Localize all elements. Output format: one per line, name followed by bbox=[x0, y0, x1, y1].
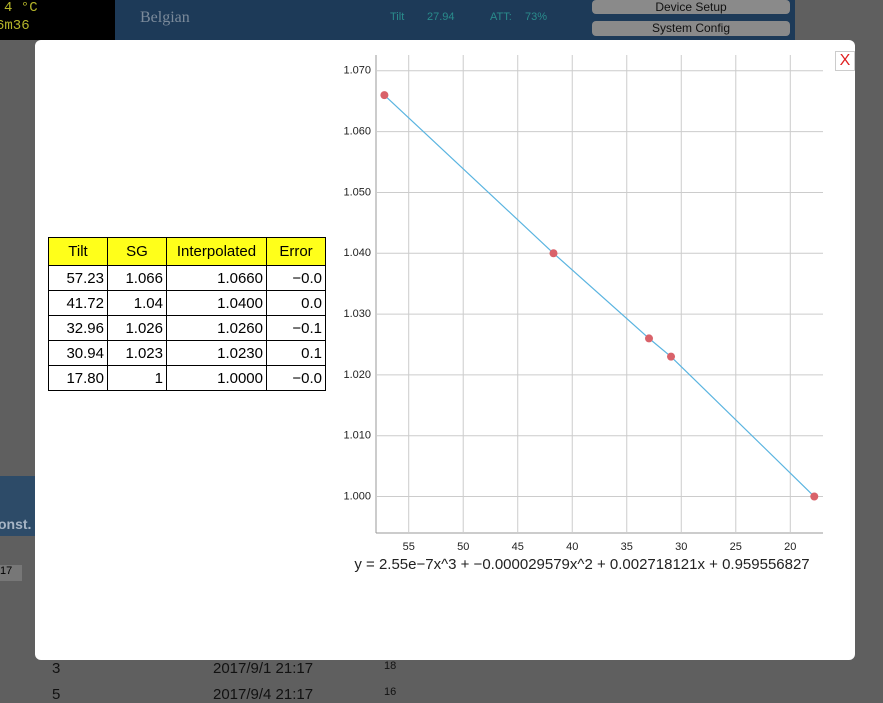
x-tick-label: 40 bbox=[566, 541, 578, 553]
table-cell: 17.80 bbox=[48, 365, 108, 391]
bg-section-bar: onst. bbox=[0, 476, 35, 536]
bg-cell: 18 bbox=[384, 660, 397, 672]
header-cell: Error bbox=[266, 237, 326, 266]
x-tick-label: 35 bbox=[621, 541, 633, 553]
table-cell: 0.1 bbox=[266, 340, 326, 366]
fit-line bbox=[383, 94, 815, 497]
bg-input: 17 bbox=[0, 565, 22, 581]
y-tick-label: 1.070 bbox=[343, 65, 371, 77]
x-tick-label: 55 bbox=[403, 541, 415, 553]
table-row: 57.23 1.066 1.0660 −0.0 bbox=[48, 265, 326, 291]
att-label: ATT: bbox=[490, 11, 512, 23]
table-row: 17.80 1 1.0000 −0.0 bbox=[48, 365, 326, 391]
tilt-label: Tilt bbox=[390, 11, 405, 23]
bg-top-bar: Belgian Tilt 27.94 ATT: 73% Device Setup… bbox=[115, 0, 795, 40]
point bbox=[644, 334, 653, 343]
bg-cell: 2017/9/1 21:17 bbox=[213, 660, 314, 677]
close-button[interactable]: X bbox=[835, 51, 855, 71]
x-tick-label: 20 bbox=[784, 541, 796, 553]
table-cell: 41.72 bbox=[48, 290, 108, 316]
timer: 6m36 bbox=[0, 18, 30, 34]
bg-cell: 16 bbox=[384, 686, 397, 698]
point bbox=[667, 352, 676, 361]
y-tick-label: 1.040 bbox=[343, 247, 371, 259]
equation: y = 2.55e−7x^3 + −0.000029579x^2 + 0.002… bbox=[354, 556, 809, 573]
bg-row-area: 3 2017/9/1 21:17 18 5 2017/9/4 21:17 16 bbox=[0, 660, 883, 703]
header-cell: Interpolated bbox=[166, 237, 267, 266]
y-tick-label: 1.030 bbox=[343, 308, 371, 320]
bg-cell: 3 bbox=[52, 660, 61, 677]
table-cell: −0.0 bbox=[266, 265, 326, 291]
bg-left-panel: 4 °C 6m36 bbox=[0, 0, 115, 40]
temp: 4 °C bbox=[4, 0, 38, 16]
const-label: onst. bbox=[0, 516, 32, 532]
table-cell: 1.026 bbox=[107, 315, 167, 341]
att-value: 73% bbox=[525, 11, 548, 23]
y-tick-label: 1.050 bbox=[343, 186, 371, 198]
table-row: 30.94 1.023 1.0230 0.1 bbox=[48, 340, 326, 366]
table-cell: 1.0660 bbox=[166, 265, 267, 291]
y-tick-label: 1.000 bbox=[343, 490, 371, 502]
header-row: Tilt SG Interpolated Error bbox=[48, 237, 326, 266]
x-tick-label: 50 bbox=[457, 541, 469, 553]
header-cell: Tilt bbox=[48, 237, 108, 266]
table-cell: 1 bbox=[107, 365, 167, 391]
table-cell: 1.066 bbox=[107, 265, 167, 291]
point bbox=[549, 249, 558, 258]
system-config-button[interactable]: System Config bbox=[592, 21, 790, 36]
calibration-table: Tilt SG Interpolated Error 57.23 1.066 1.0660−… bbox=[48, 237, 326, 391]
y-tick-label: 1.020 bbox=[343, 369, 371, 381]
point bbox=[810, 492, 819, 501]
x-tick-label: 45 bbox=[512, 541, 524, 553]
tilt-value: 27.94 bbox=[427, 11, 455, 23]
beer: Belgian bbox=[140, 9, 190, 26]
table-cell: 57.23 bbox=[48, 265, 108, 291]
bg-cell: 5 bbox=[52, 686, 61, 703]
header-cell: SG bbox=[107, 237, 167, 266]
table-cell: 1.04 bbox=[107, 290, 167, 316]
point bbox=[380, 91, 389, 100]
table-row: 32.96 1.026 1.0260 −0.1 bbox=[48, 315, 326, 341]
device-setup-button[interactable]: Device Setup bbox=[592, 0, 790, 14]
y-tick-label: 1.060 bbox=[343, 126, 371, 138]
bg-cell: 2017/9/4 21:17 bbox=[213, 686, 314, 703]
x-tick-label: 30 bbox=[675, 541, 687, 553]
table-cell: −0.0 bbox=[266, 365, 326, 391]
x-tick-label: 25 bbox=[730, 541, 742, 553]
table-cell: 1.023 bbox=[107, 340, 167, 366]
y-tick-label: 1.010 bbox=[343, 430, 371, 442]
